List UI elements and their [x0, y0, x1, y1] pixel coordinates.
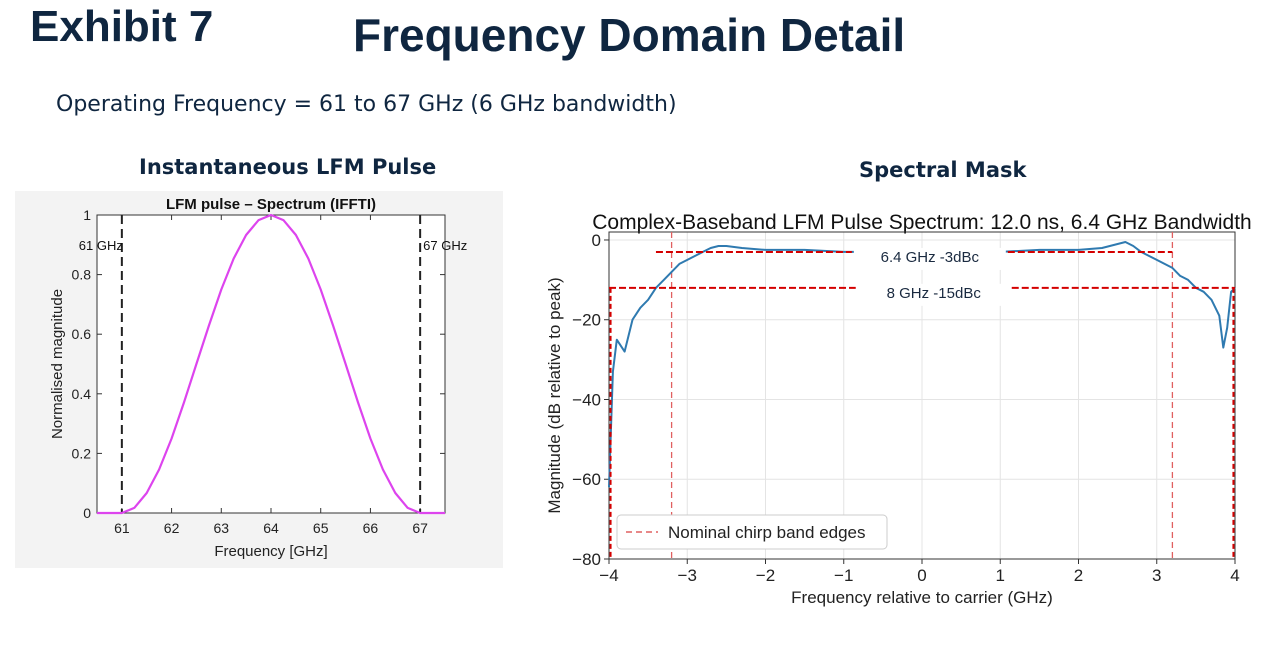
x-tick-label: 65: [313, 520, 329, 536]
y-axis-label: Magnitude (dB relative to peak): [545, 277, 564, 513]
x-axis-label: Frequency [GHz]: [214, 543, 327, 560]
x-tick-label: 0: [917, 566, 926, 585]
x-tick-label: 4: [1230, 566, 1239, 585]
x-tick-label: 3: [1152, 566, 1161, 585]
right-panel-title: Spectral Mask: [859, 158, 1027, 182]
band-edge-label: 61 GHz: [79, 238, 123, 253]
x-tick-label: 67: [412, 520, 428, 536]
x-axis-label: Frequency relative to carrier (GHz): [791, 588, 1053, 607]
y-tick-label: 0.2: [72, 445, 92, 461]
x-tick-label: 64: [263, 520, 279, 536]
y-tick-label: −80: [572, 550, 601, 569]
x-tick-label: −1: [834, 566, 853, 585]
left-panel-title: Instantaneous LFM Pulse: [139, 155, 437, 179]
legend-label: Nominal chirp band edges: [668, 523, 866, 542]
x-tick-label: 1: [996, 566, 1005, 585]
x-tick-label: 61: [114, 520, 130, 536]
y-tick-label: 0: [592, 231, 601, 250]
mask-label: 8 GHz -15dBc: [887, 285, 982, 302]
page-title: Frequency Domain Detail: [353, 9, 906, 61]
x-tick-label: −4: [599, 566, 618, 585]
y-tick-label: −60: [572, 470, 601, 489]
x-tick-label: −3: [678, 566, 697, 585]
y-tick-label: −40: [572, 390, 601, 409]
x-tick-label: 2: [1074, 566, 1083, 585]
x-tick-label: 62: [164, 520, 180, 536]
mask-label-bg: [853, 247, 1006, 270]
plot-area: [96, 214, 446, 514]
band-edge-label: 67 GHz: [423, 238, 467, 253]
y-tick-label: 0: [83, 505, 91, 521]
mask-label-bg: [857, 283, 1010, 306]
y-tick-label: 1: [83, 207, 91, 223]
page-subtitle: Operating Frequency = 61 to 67 GHz (6 GH…: [56, 92, 677, 117]
y-tick-label: −20: [572, 311, 601, 330]
x-tick-label: −2: [756, 566, 775, 585]
exhibit-label: Exhibit 7: [30, 2, 214, 51]
x-tick-label: 66: [363, 520, 379, 536]
legend-box: [616, 514, 888, 550]
spectrum-line: [97, 213, 445, 515]
chart-title: LFM pulse – Spectrum (IFFTI): [166, 196, 376, 213]
y-tick-label: 0.8: [72, 267, 92, 283]
chart-title: Complex-Baseband LFM Pulse Spectrum: 12.…: [592, 211, 1252, 234]
y-axis-label: Normalised magnitude: [49, 289, 66, 439]
y-tick-label: 0.4: [72, 386, 92, 402]
mask-label: 6.4 GHz -3dBc: [881, 249, 980, 266]
plot-frame: [608, 231, 1236, 560]
y-tick-label: 0.6: [72, 326, 92, 342]
x-tick-label: 63: [213, 520, 229, 536]
